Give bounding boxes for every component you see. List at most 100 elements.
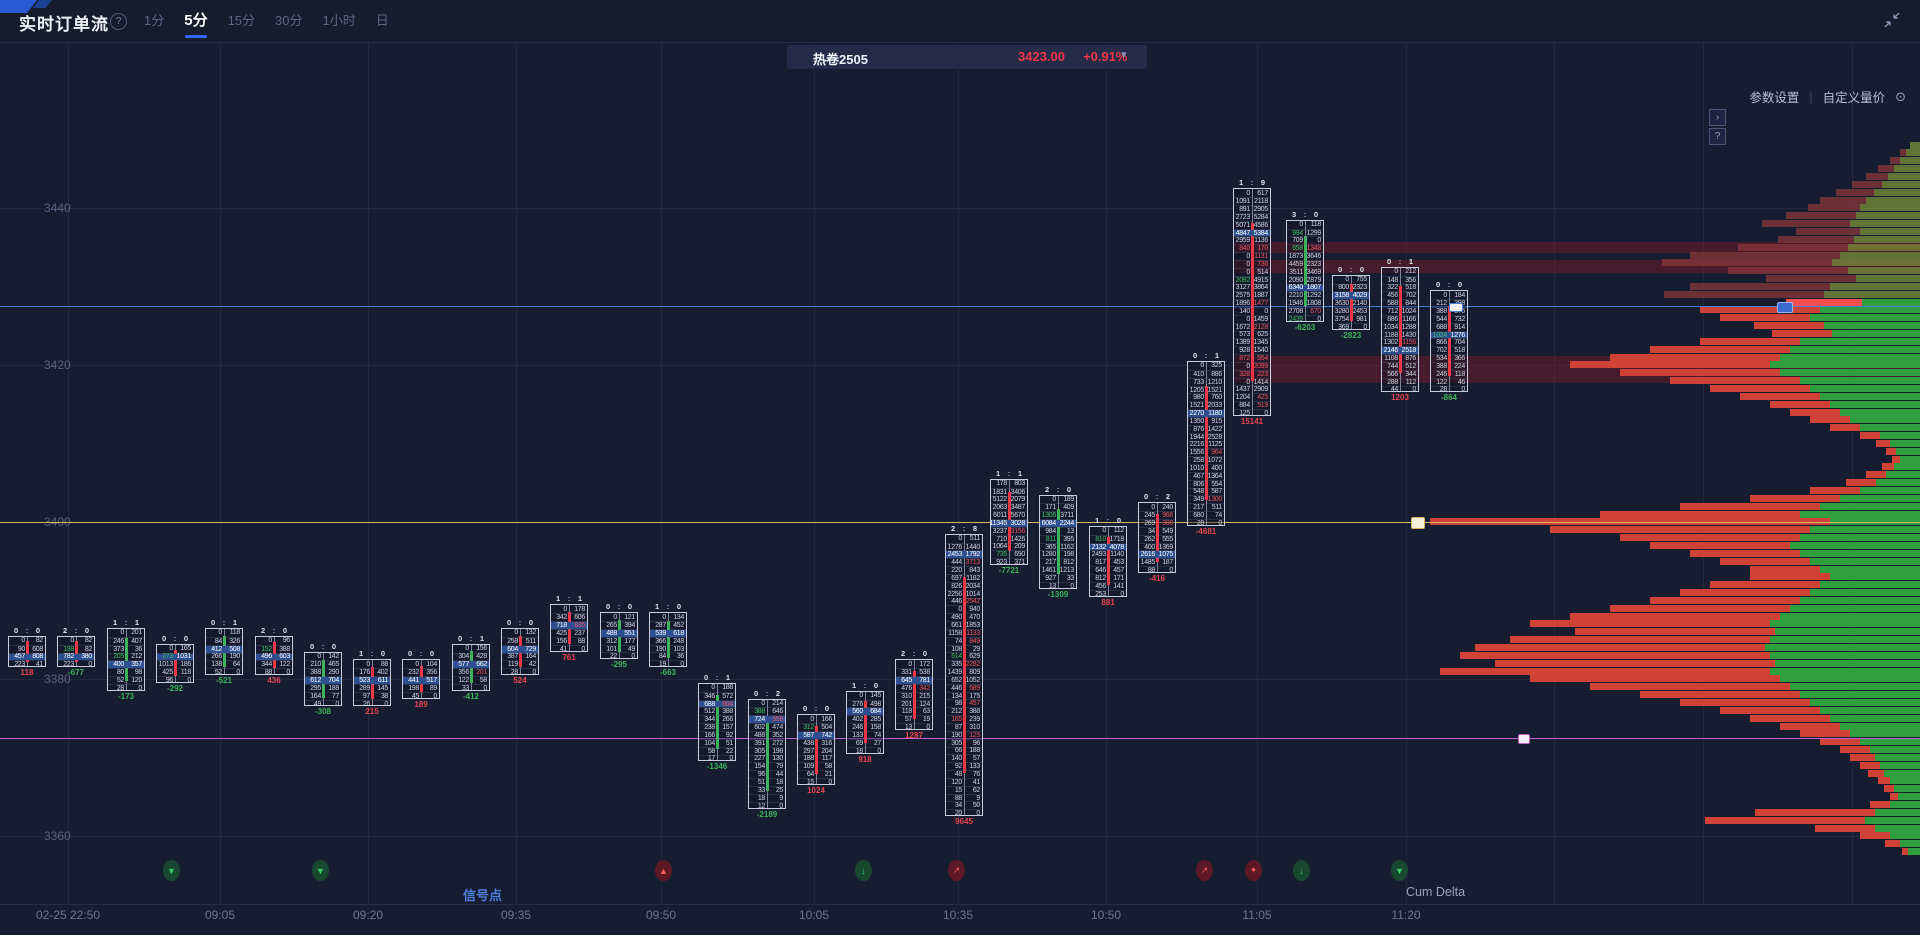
footprint-candle[interactable]: 0 189 171 409 1306 3711 6084 2244 984 13 811 395 365… xyxy=(1039,485,1077,599)
footprint-candle[interactable]: 0 212 148 356 322 518 456 702 588 844 712 1024 886 11… xyxy=(1381,257,1419,402)
tab-30分[interactable]: 30分 xyxy=(275,13,303,28)
chevron-down-icon[interactable]: ▾ xyxy=(1121,49,1127,61)
bid-volume-cell: 356 xyxy=(458,669,469,677)
volume-profile-sell-bar xyxy=(1886,447,1896,455)
footprint-candle[interactable]: 0 325 410 886 733 1210 1205 1521 980 760 1521 2033 2… xyxy=(1187,351,1225,536)
footprint-row: 1944 2528 xyxy=(1188,432,1224,441)
tab-1小时[interactable]: 1小时 xyxy=(322,13,356,28)
ask-volume-cell: 49 xyxy=(627,645,635,653)
footprint-candle[interactable]: 0 104 232 356 441 517 198 89 45 0 0:0 189 xyxy=(402,649,440,709)
price-line-marker xyxy=(1411,517,1425,529)
footprint-candle[interactable]: 178 803 1831 3406 5122 2079 2063 3487 6011 5670 11… xyxy=(990,469,1028,575)
footprint-candle[interactable]: 0 165 273 1031 1013 186 425 118 96 0 0:0 -292 xyxy=(156,634,194,693)
ask-volume-cell: 886 xyxy=(1211,370,1222,378)
signal-marker[interactable]: ▼ xyxy=(312,860,329,881)
footprint-candle[interactable]: 0 118 994 1299 709 0 658 1348 1873 3646 4459 2323 35… xyxy=(1286,210,1324,332)
collapse-icon[interactable] xyxy=(1882,10,1902,30)
footprint-row: 0 736 xyxy=(1234,259,1270,268)
bid-volume-cell: 97 xyxy=(362,692,370,700)
signal-marker[interactable]: ↗ xyxy=(1196,860,1213,881)
bid-volume-cell: 573 xyxy=(1239,331,1250,339)
footprint-candle[interactable]: 0 118 84 326 412 508 266 190 138 64 52 0 0:1 -521 xyxy=(205,618,243,685)
ask-volume-cell: 2909 xyxy=(1253,386,1269,394)
footprint-row: 6340 1807 xyxy=(1287,283,1323,291)
footprint-candle[interactable]: 0 82 90 608 457 808 223 41 0:0 118 xyxy=(8,626,46,677)
footprint-candle[interactable]: 0 214 388 646 724 958 602 474 488 352 391 272 305 198… xyxy=(748,689,786,819)
footprint-candle[interactable]: 0 617 1091 2118 891 2905 2723 5284 5071 4586 4847 5… xyxy=(1233,178,1271,426)
signal-marker[interactable]: ✦ xyxy=(1245,860,1262,881)
footprint-candle[interactable]: 0 172 331 538 645 781 476 342 310 215 201 124 118 63 5… xyxy=(895,649,933,740)
footprint-row: 4847 5384 xyxy=(1234,228,1270,237)
footprint-candle[interactable]: 0 88 176 402 523 611 289 145 97 38 26 0 1:0 215 xyxy=(353,649,391,716)
footprint-row: 602 474 xyxy=(749,723,785,731)
footprint-row: 1439 809 xyxy=(946,668,982,676)
ask-volume-cell: 82 xyxy=(35,637,43,645)
signal-marker[interactable]: ↓ xyxy=(855,860,872,881)
bid-volume-cell: 108 xyxy=(951,645,962,653)
panel-help-button[interactable]: ? xyxy=(1709,128,1726,145)
footprint-row: 122 58 xyxy=(453,676,489,684)
candle-rows: 0 82 90 608 457 808 223 41 xyxy=(9,637,45,668)
footprint-candle[interactable]: 0 201 246 407 373 36 205 212 400 357 80 98 52 120 28 0 1… xyxy=(107,618,145,701)
ask-volume-cell: 3864 xyxy=(1253,284,1269,292)
footprint-row: 496 603 xyxy=(256,652,292,660)
symbol-selector[interactable]: 热卷2505 3423.00 +0.91% ▾ xyxy=(787,45,1147,69)
settings-button[interactable]: 参数设置 xyxy=(1749,91,1800,105)
footprint-candle[interactable]: 0 755 800 2323 3158 4029 3630 2140 3280 2453 3754 9… xyxy=(1332,265,1370,340)
footprint-candle[interactable]: 0 178 342 606 718 835 425 237 156 88 41 0 1:1 761 xyxy=(550,594,588,662)
footprint-row: 45 0 xyxy=(403,691,439,700)
footprint-candle[interactable]: 0184212398388576544732688914102412768667… xyxy=(1430,280,1468,402)
ask-volume-cell: 145 xyxy=(870,692,881,700)
footprint-row: 238 157 xyxy=(699,723,735,731)
volume-profile-buy-bar xyxy=(1830,714,1920,722)
bid-volume-cell: 18 xyxy=(757,794,765,802)
candle-rows: 0184212398388576544732688914102412768667… xyxy=(1431,291,1467,393)
footprint-candle[interactable]: 0 121 265 394 488 551 312 177 101 49 22 0 0:0 -295 xyxy=(600,602,638,669)
volume-profile-sell-bar xyxy=(1590,683,1790,691)
tab-1分[interactable]: 1分 xyxy=(144,13,165,28)
footprint-row: 980 760 xyxy=(1188,393,1224,401)
bid-volume-cell: 709 xyxy=(1292,237,1303,245)
custom-volume-price-button[interactable]: 自定义量价 xyxy=(1822,91,1886,105)
footprint-candle[interactable]: 0 156 304 428 577 662 356 201 122 58 33 0 0:1 -412 xyxy=(452,634,490,701)
footprint-candle[interactable]: 0 96 152 388 496 603 344 122 88 0 2:0 436 xyxy=(255,626,293,685)
ask-volume-cell: 342 xyxy=(919,684,930,692)
volume-profile-buy-bar xyxy=(1875,808,1920,816)
footprint-row: 884 519 xyxy=(1234,401,1270,409)
footprint-candle[interactable]: 0 145 276 498 560 684 402 285 246 158 133 74 69 27 18 0… xyxy=(846,681,884,764)
signal-marker[interactable]: ▼ xyxy=(163,860,180,881)
price-axis-label: 3420 xyxy=(44,358,71,372)
expand-panel-button[interactable]: › xyxy=(1709,109,1726,126)
footprint-candle[interactable]: 0 188 346 572 688 804 512 388 344 266 238 157 166 92 1… xyxy=(698,673,736,771)
help-icon[interactable]: ? xyxy=(110,13,127,30)
footprint-candle[interactable]: 0 511 1276 1440 2453 1792 444 3713 220 843 697 1182… xyxy=(945,524,983,826)
tab-日[interactable]: 日 xyxy=(375,13,389,28)
ask-volume-cell: 50 xyxy=(972,802,980,810)
visibility-icon[interactable]: ⊙ xyxy=(1895,88,1906,104)
footprint-candle[interactable]: 0 166 312 504 587 742 438 316 297 204 188 117 109 58 6… xyxy=(797,704,835,795)
signal-marker[interactable]: ▼ xyxy=(1391,860,1408,881)
footprint-candle[interactable]: 0 112 810 1718 2132 4078 2493 1140 817 453 646 457 8… xyxy=(1089,516,1127,607)
footprint-row: 2216 1125 xyxy=(1188,440,1224,448)
vertical-gridline xyxy=(1554,42,1555,904)
footprint-row: 0 82 xyxy=(58,637,94,645)
vertical-gridline xyxy=(814,42,815,904)
footprint-candle[interactable]: 0 240 245 966 269 300 34 549 262 555 400 1369 2616 10… xyxy=(1138,492,1176,583)
ask-volume-cell: 1024 xyxy=(1401,308,1417,316)
bid-volume-cell: 20 xyxy=(954,810,962,818)
footprint-candle[interactable]: 0 132 258 511 604 729 387 164 119 42 28 0 0:0 524 xyxy=(501,618,539,685)
signal-marker[interactable]: ↗ xyxy=(948,860,965,881)
footprint-candle[interactable]: 0 82 198 82 782 380 223 0 2:0 -677 xyxy=(57,626,95,677)
footprint-candle[interactable]: 0 142 210 465 388 290 612 704 295 188 164 77 49 0 0:0-… xyxy=(304,642,342,716)
footprint-candle[interactable]: 0 134 287 452 539 618 366 248 190 103 84 36 19 0 1:0 -6… xyxy=(649,602,687,677)
tab-5分[interactable]: 5分 xyxy=(184,0,208,42)
ask-volume-cell: 118 xyxy=(229,629,241,637)
footprint-row: 171 409 xyxy=(1040,503,1076,511)
signal-marker[interactable]: ▲ xyxy=(655,860,672,881)
signal-marker[interactable]: ↓ xyxy=(1293,860,1310,881)
ask-volume-cell: 3469 xyxy=(1306,268,1322,276)
footprint-row: 201 124 xyxy=(896,699,932,708)
footprint-row: 1158 1133 xyxy=(946,628,982,637)
volume-profile-buy-bar xyxy=(1775,659,1920,667)
tab-15分[interactable]: 15分 xyxy=(227,13,256,28)
